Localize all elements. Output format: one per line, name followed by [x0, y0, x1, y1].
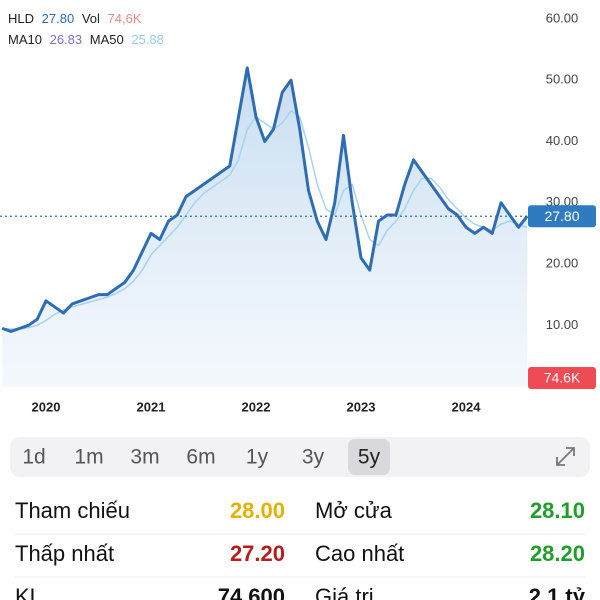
- stat-label: Cao nhất: [315, 541, 404, 566]
- stat-value: 74,600: [218, 584, 285, 600]
- period-button[interactable]: 3y: [302, 446, 325, 469]
- period-button[interactable]: 1d: [22, 446, 45, 469]
- period-bar: [10, 437, 590, 477]
- stat-label: Thấp nhất: [15, 541, 114, 566]
- price-line: [1, 66, 529, 333]
- ma50-label: MA50: [90, 32, 124, 47]
- volume-badge: [528, 367, 596, 389]
- period-selected: [348, 439, 390, 475]
- y-tick-label: 10.00: [546, 317, 579, 332]
- price: 27.80: [42, 11, 75, 26]
- ma50: 25.88: [131, 32, 164, 47]
- symbol: HLD: [8, 11, 34, 26]
- y-tick-label: 50.00: [546, 72, 579, 87]
- legend-line-1: HLD 27.80 Vol 74,6K: [8, 11, 142, 26]
- y-tick-label: 20.00: [546, 255, 579, 270]
- periods: 1d 1m 3m 6m 1y 3y 5y: [22, 439, 390, 475]
- stats: Tham chiếu 28.00 Mở cửa 28.10 Thấp nhất 27.20…: [15, 498, 586, 600]
- stat-value: 28.10: [530, 498, 585, 523]
- price-badge: [528, 205, 596, 228]
- ma10: 26.83: [50, 32, 83, 47]
- x-tick-label: 2023: [347, 399, 376, 414]
- period-button[interactable]: 5y: [358, 446, 381, 469]
- stat-label: Tham chiếu: [15, 498, 130, 523]
- vol-label: Vol: [82, 11, 100, 26]
- stat-value: 28.00: [230, 498, 285, 523]
- period-button[interactable]: 1m: [74, 446, 103, 469]
- stat-label: KL: [15, 584, 42, 600]
- y-tick-label: 40.00: [546, 133, 579, 148]
- y-tick-label: 60.00: [546, 10, 579, 25]
- ma10-label: MA10: [8, 32, 42, 47]
- x-tick-label: 2022: [242, 399, 271, 414]
- stat-label: Giá trị: [315, 584, 374, 600]
- legend-line-2: MA10 26.83 MA50 25.88: [8, 32, 164, 47]
- volume-badge-text: 74.6K: [544, 370, 581, 386]
- x-tick-label: 2020: [32, 399, 61, 414]
- period-button[interactable]: 6m: [186, 446, 215, 469]
- stat-value: 27.20: [230, 541, 285, 566]
- x-tick-label: 2021: [137, 399, 166, 414]
- period-button[interactable]: 3m: [130, 446, 159, 469]
- ma-line: [2, 110, 528, 330]
- vol: 74,6K: [108, 11, 142, 26]
- price-area: [2, 67, 528, 387]
- price-badge-text: 27.80: [544, 208, 579, 224]
- stat-value: 28.20: [530, 541, 585, 566]
- period-button[interactable]: 1y: [246, 446, 269, 469]
- x-tick-label: 2024: [452, 399, 482, 414]
- stat-label: Mở cửa: [315, 498, 393, 523]
- stat-value: 2.1 tỷ: [529, 584, 586, 600]
- expand-icon[interactable]: [556, 447, 575, 466]
